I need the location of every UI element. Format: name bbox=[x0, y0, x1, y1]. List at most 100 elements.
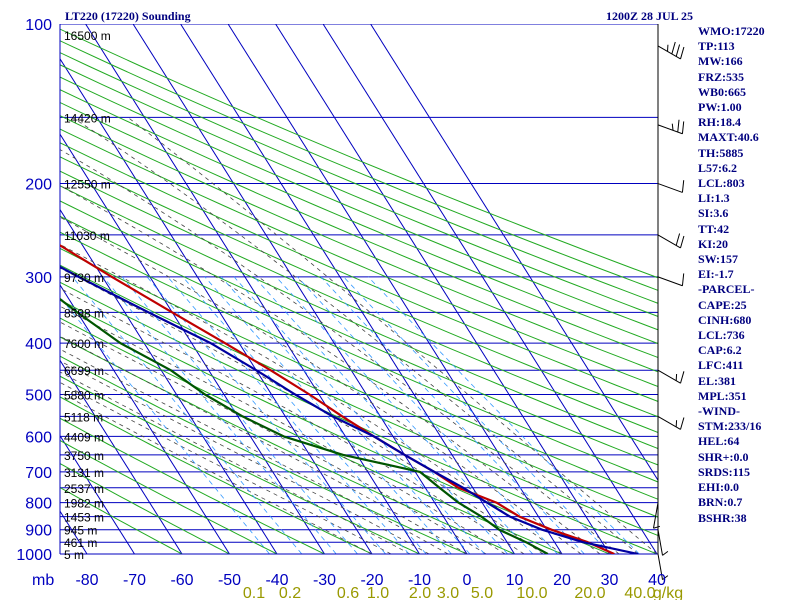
barb-shaft bbox=[657, 234, 681, 249]
index-item: FRZ:535 bbox=[698, 69, 744, 84]
indices-panel: WMO:17220 TP:113 MW:166 FRZ:535 WB0:665 PW:1.… bbox=[698, 24, 798, 526]
dry-adiabat-line bbox=[60, 417, 325, 554]
pressure-unit-label: mb bbox=[32, 572, 54, 589]
temperature-tick-label: -20 bbox=[360, 572, 383, 589]
moist-adiabat-line bbox=[60, 348, 449, 554]
barb-shaft bbox=[657, 124, 683, 135]
dry-adiabat-line bbox=[60, 200, 658, 466]
height-label: 12550 m bbox=[64, 178, 111, 192]
mixing-ratio-label: 3.0 bbox=[437, 585, 459, 600]
index-item: LCL:803 bbox=[698, 176, 745, 191]
index-item: TT:42 bbox=[698, 221, 730, 236]
wind-barb bbox=[657, 553, 669, 581]
mixing-ratio-label: 0.6 bbox=[337, 585, 359, 600]
dry-adiabat-line bbox=[60, 336, 515, 554]
dry-adiabat-line bbox=[60, 156, 658, 418]
mixing-ratio-line bbox=[233, 276, 485, 554]
barb-flag bbox=[680, 417, 685, 430]
mixing-ratio-label: 0.2 bbox=[279, 585, 301, 600]
height-label: 7600 m bbox=[64, 337, 104, 351]
isotherm-line bbox=[60, 284, 230, 554]
barb-flag bbox=[675, 44, 681, 57]
isotherm-line bbox=[60, 434, 135, 554]
barb-flag bbox=[671, 41, 676, 55]
height-label: 6699 m bbox=[64, 364, 104, 378]
height-label: 945 m bbox=[64, 524, 97, 538]
index-item: CINH:680 bbox=[698, 312, 752, 327]
mixing-ratio-label: 10.0 bbox=[516, 585, 547, 600]
barb-shaft bbox=[657, 415, 681, 430]
index-item: TP:113 bbox=[698, 39, 735, 54]
height-label: 14420 m bbox=[64, 111, 111, 125]
isotherm-line bbox=[132, 24, 468, 554]
barb-flag bbox=[680, 371, 685, 384]
barb-flag bbox=[662, 575, 669, 581]
index-item: BRN:0.7 bbox=[698, 495, 743, 510]
mixing-ratio-line bbox=[167, 276, 410, 554]
mixing-ratio-label: 2.0 bbox=[409, 585, 431, 600]
height-label: 3750 m bbox=[64, 449, 104, 463]
dry-adiabat-line bbox=[60, 142, 658, 402]
wind-barb bbox=[657, 529, 669, 556]
dry-adiabat-line bbox=[60, 281, 658, 554]
dry-adiabat-line bbox=[60, 355, 468, 554]
mixing-ratio-label: 20.0 bbox=[574, 585, 605, 600]
temperature-tick-label: -70 bbox=[123, 572, 146, 589]
temperature-tick-label: -30 bbox=[313, 572, 336, 589]
index-item: STM:233/16 bbox=[698, 419, 762, 434]
index-item: WB0:665 bbox=[698, 84, 746, 99]
wind-barb bbox=[657, 273, 685, 287]
moist-adiabat-line bbox=[60, 287, 525, 554]
pressure-tick-label: 500 bbox=[25, 387, 52, 404]
dry-adiabat-line bbox=[60, 439, 278, 554]
temperature-tick-label: 20 bbox=[553, 572, 571, 589]
pressure-tick-label: 900 bbox=[25, 523, 52, 540]
moist-adiabat-line bbox=[60, 185, 601, 554]
index-item: WMO:17220 bbox=[698, 24, 765, 38]
isotherm-line bbox=[60, 359, 183, 554]
height-label: 461 m bbox=[64, 536, 97, 550]
index-item: EHI:0.0 bbox=[698, 480, 740, 495]
height-label: 5118 m bbox=[64, 410, 103, 424]
height-label: 4409 m bbox=[64, 430, 104, 444]
barb-flag bbox=[675, 233, 681, 246]
barb-shaft bbox=[657, 45, 681, 60]
moist-adiabat-line bbox=[60, 305, 506, 554]
dry-adiabat-line bbox=[60, 64, 658, 317]
height-label: 9730 m bbox=[64, 271, 104, 285]
index-item: SW:157 bbox=[698, 252, 739, 267]
barb-shaft bbox=[657, 276, 683, 287]
wind-barb bbox=[657, 41, 685, 60]
dry-adiabat-line bbox=[60, 185, 658, 450]
barb-shaft bbox=[657, 553, 664, 580]
barb-shaft bbox=[657, 529, 664, 556]
wind-barb bbox=[657, 369, 685, 384]
height-label: 5880 m bbox=[64, 388, 104, 402]
index-item: L57:6.2 bbox=[698, 160, 737, 175]
mixing-ratio-line bbox=[367, 276, 640, 554]
mixing-ratio-unit: g/kg bbox=[653, 585, 683, 600]
index-item: SI:3.6 bbox=[698, 206, 729, 221]
height-label: 5 m bbox=[64, 548, 84, 562]
mixing-ratio-label: 5.0 bbox=[471, 585, 493, 600]
mixing-ratio-line bbox=[320, 276, 585, 554]
barb-flag bbox=[681, 121, 685, 134]
dry-adiabat-line bbox=[60, 89, 658, 345]
barb-flag bbox=[662, 550, 669, 556]
dry-adiabat-line bbox=[60, 231, 658, 500]
temperature-tick-label: 10 bbox=[506, 572, 524, 589]
dry-adiabat-line bbox=[60, 28, 658, 279]
moist-adiabat-line bbox=[60, 335, 468, 554]
pressure-tick-label: 300 bbox=[25, 270, 52, 287]
mixing-ratio-line bbox=[60, 296, 270, 554]
index-item: TH:5885 bbox=[698, 145, 744, 160]
index-item: PW:1.00 bbox=[698, 100, 742, 115]
wind-barb bbox=[657, 180, 685, 193]
dry-adiabat-line bbox=[60, 40, 658, 291]
dry-adiabat-line bbox=[60, 247, 658, 518]
moist-adiabat-line bbox=[60, 267, 544, 554]
moist-adiabat-line bbox=[60, 216, 582, 554]
height-label: 1453 m bbox=[64, 511, 104, 525]
height-label: 8598 m bbox=[64, 306, 104, 320]
